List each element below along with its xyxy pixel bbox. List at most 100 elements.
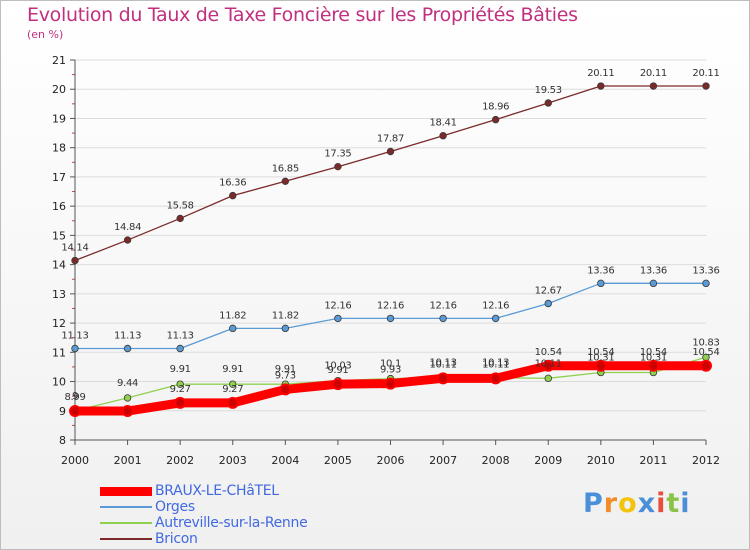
data-label: 10.03 — [324, 361, 351, 372]
x-tick-label: 2008 — [482, 454, 510, 467]
data-label: 18.96 — [482, 102, 509, 113]
chart-subtitle: (en %) — [27, 28, 64, 41]
data-point — [597, 82, 605, 90]
data-label: 10.54 — [640, 347, 667, 358]
data-label: 9.73 — [275, 370, 296, 381]
x-tick-label: 2005 — [324, 454, 352, 467]
x-tick-label: 2012 — [692, 454, 720, 467]
data-label: 14.14 — [61, 243, 88, 254]
x-tick-label: 2009 — [534, 454, 562, 467]
series-braux-le-ch-tel — [69, 359, 712, 418]
data-label: 9.27 — [170, 384, 191, 395]
data-point — [174, 396, 187, 409]
legend-swatch — [100, 538, 152, 540]
data-point — [69, 405, 81, 418]
series-lines — [69, 82, 712, 418]
data-label: 13.36 — [640, 265, 667, 276]
y-tick-label: 14 — [52, 259, 66, 272]
data-point — [176, 214, 184, 223]
data-point — [71, 344, 79, 353]
data-label: 10.54 — [535, 347, 562, 358]
data-label: 14.84 — [114, 222, 141, 233]
data-label: 11.82 — [272, 310, 299, 321]
y-tick-label: 9 — [59, 405, 66, 418]
y-tick-label: 10 — [52, 376, 66, 389]
data-label: 10.31 — [587, 352, 614, 363]
data-label: 10.13 — [482, 358, 509, 369]
data-label: 10.31 — [640, 352, 667, 363]
data-point — [702, 82, 710, 90]
data-label: 9.91 — [222, 364, 243, 375]
data-point — [226, 396, 239, 409]
x-tick-label: 2010 — [587, 454, 615, 467]
data-point — [121, 405, 134, 418]
y-tick-label: 17 — [52, 171, 66, 184]
data-point — [229, 380, 237, 388]
y-tick-label: 8 — [59, 434, 66, 447]
y-tick-label: 16 — [52, 200, 66, 213]
series-bricon — [71, 82, 710, 265]
data-point — [281, 324, 290, 333]
data-point — [386, 147, 395, 156]
data-label: 9 — [72, 391, 78, 402]
data-label: 10.11 — [535, 358, 562, 369]
data-labels: 14.14 14.84 15.58 16.36 16.85 17.35 17.87 18.41… — [61, 68, 719, 403]
y-tick-label: 11 — [52, 346, 66, 359]
data-label: 9.93 — [380, 365, 401, 376]
y-tick-label: 19 — [52, 112, 66, 125]
series-line — [74, 85, 706, 262]
data-label: 12.67 — [535, 285, 562, 296]
data-label: 10.13 — [430, 358, 457, 369]
data-point — [384, 377, 397, 390]
x-tick-label: 2006 — [377, 454, 405, 467]
data-label: 10.54 — [692, 347, 719, 358]
x-tick-label: 2002 — [166, 454, 194, 467]
data-label: 11.13 — [61, 331, 88, 342]
data-point — [229, 191, 237, 200]
data-point — [123, 236, 132, 244]
data-point — [649, 82, 658, 90]
data-point — [700, 359, 712, 372]
data-label: 9.91 — [327, 365, 348, 376]
data-label: 20.11 — [692, 68, 719, 79]
data-point — [544, 374, 552, 383]
data-point — [334, 314, 342, 323]
data-point — [229, 324, 237, 333]
legend-label: Orges — [155, 499, 195, 515]
legend-swatch — [100, 522, 152, 524]
data-point — [439, 132, 447, 140]
logo-letter: P — [583, 488, 604, 519]
data-point — [594, 359, 607, 372]
data-point — [649, 279, 658, 288]
data-point — [176, 380, 184, 388]
data-label: 15.58 — [167, 200, 194, 211]
data-point — [544, 99, 552, 107]
y-tick-label: 13 — [52, 288, 66, 301]
y-tick-label: 12 — [52, 317, 66, 330]
data-label: 17.35 — [324, 149, 351, 160]
y-tick-label: 18 — [52, 142, 66, 155]
data-label: 16.85 — [272, 163, 299, 174]
chart-title: Evolution du Taux de Taxe Foncière sur l… — [27, 4, 578, 26]
data-label: 12.16 — [324, 300, 351, 311]
data-label: 10.54 — [587, 347, 614, 358]
data-label: 20.11 — [587, 68, 614, 79]
data-label: 12.16 — [430, 300, 457, 311]
data-label: 17.87 — [377, 133, 404, 144]
data-point — [437, 372, 450, 385]
data-point — [597, 279, 605, 288]
data-point — [331, 378, 344, 391]
data-label: 8.99 — [64, 392, 85, 403]
axes: 8 9 10 11 12 13 14 15 16 17 18 19 20 21 2000 2001 2002 20… — [52, 54, 720, 467]
data-label: 13.36 — [692, 265, 719, 276]
x-tick-label: 2007 — [429, 454, 457, 467]
legend-label: Autreville-sur-la-Renne — [155, 515, 308, 531]
y-tick-label: 20 — [52, 83, 66, 96]
data-label: 10.11 — [482, 359, 509, 370]
logo-letter: t — [666, 488, 681, 519]
data-point — [176, 344, 184, 353]
x-tick-label: 2000 — [61, 454, 89, 467]
data-point — [491, 115, 500, 124]
